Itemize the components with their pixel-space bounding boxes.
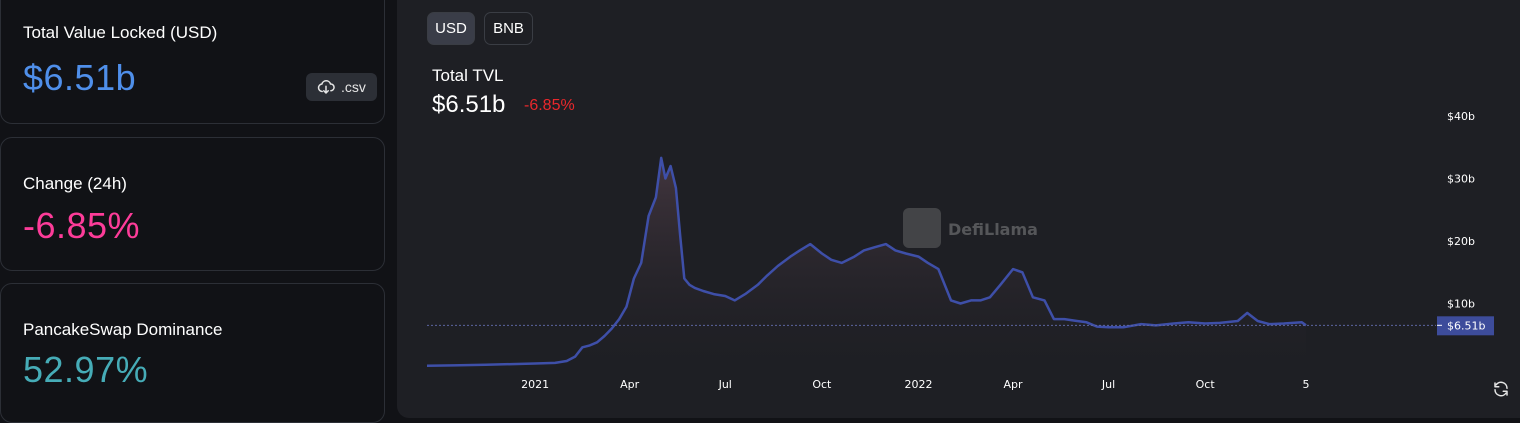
tvl-chart[interactable]: DefiLlama $10b $20b $30b $40b $6.51b 2021 Apr… [0,0,1520,404]
x-tick-label: 5 [1302,378,1309,391]
toggle-usd[interactable]: USD [427,12,475,45]
chart-change: -6.85% [524,97,575,114]
dominance-card: PancakeSwap Dominance 52.97% [0,283,385,423]
tvl-label: Total Value Locked (USD) [23,23,218,42]
tvl-value: $6.51b [23,57,137,98]
x-tick-label: Apr [620,378,640,391]
y-tick-label: $40b [1447,110,1475,123]
download-csv-button[interactable]: .csv [306,73,377,101]
dominance-value: 52.97% [23,349,149,390]
tvl-card: Total Value Locked (USD) $6.51b .csv [0,0,385,124]
x-tick-label: Oct [812,378,832,391]
x-tick-label: Jul [1101,378,1115,391]
toggle-bnb[interactable]: BNB [484,12,533,45]
cloud-download-icon [317,80,335,94]
dominance-label: PancakeSwap Dominance [23,320,223,339]
watermark-text: DefiLlama [948,220,1038,239]
csv-label: .csv [341,79,366,95]
x-tick-label: 2021 [521,378,549,391]
x-tick-label: Apr [1003,378,1023,391]
tvl-line [426,156,1307,367]
y-tick-label: $30b [1447,173,1475,186]
y-tick-label: $10b [1447,298,1475,311]
tvl-area [427,157,1306,366]
llama-logo-icon [903,208,941,248]
x-tick-label: Jul [718,378,732,391]
x-tick-label: Oct [1196,378,1216,391]
refresh-icon[interactable] [1492,380,1510,398]
current-value-tag-label: $6.51b [1447,319,1485,332]
change-value: -6.85% [23,205,141,246]
chart-title: Total TVL [432,66,504,85]
current-value-tag [1437,316,1494,336]
defillama-watermark: DefiLlama [903,208,1038,248]
chart-current-value: $6.51b [432,91,506,118]
y-tick-label: $20b [1447,235,1475,248]
change-card: Change (24h) -6.85% [0,137,385,271]
change-label: Change (24h) [23,174,127,193]
x-tick-label: 2022 [904,378,932,391]
